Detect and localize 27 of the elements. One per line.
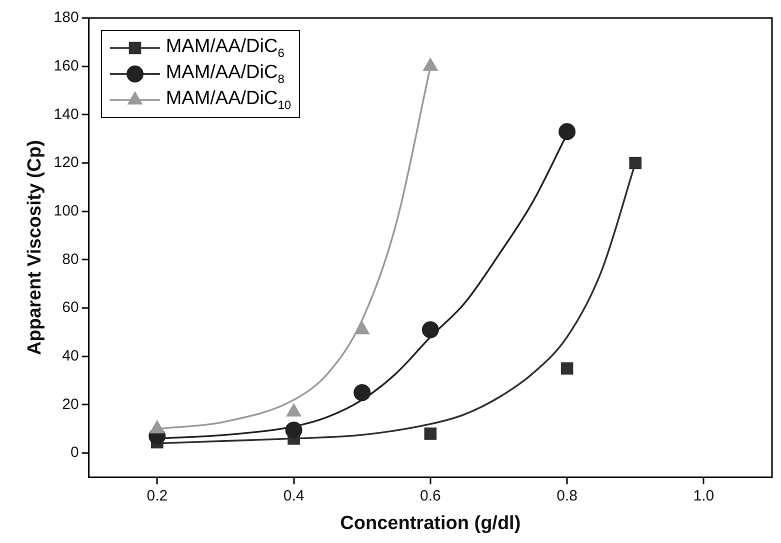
point [629,156,642,170]
y-tick-label: 120 [54,154,79,172]
x-axis-title: Concentration (g/dl) [340,512,521,534]
y-tick-label: 160 [54,57,79,74]
point [560,362,574,375]
x-tick-label: 0.4 [283,487,304,504]
y-tick-label: 20 [62,396,79,413]
y-axis-title: Apparent Viscosity (Cp) [24,140,46,356]
legend-label: MAM/AA/DiC$_{8}$ [166,62,284,86]
y-tick-label: 80 [62,250,79,268]
x-tick-label: 0.6 [420,487,441,504]
x-tick-label: 0.8 [556,487,578,504]
y-tick-label: 100 [54,202,79,220]
y-tick-label: 60 [62,299,79,316]
point [422,321,439,338]
point [354,384,371,402]
x-tick-label: 1.0 [693,487,714,504]
legend-label: MAM/AA/DiC$_{10}$ [166,88,292,112]
point [285,422,302,439]
x-tick-label: 0.2 [146,487,168,504]
legend-label: MAM/AA/DiC$_{6}$ [166,36,284,60]
y-tick-label: 180 [54,9,79,26]
y-tick-label: 140 [54,106,79,123]
point [424,428,437,440]
point [558,123,576,140]
y-tick-label: 0 [70,444,79,462]
y-tick-label: 40 [62,348,79,364]
